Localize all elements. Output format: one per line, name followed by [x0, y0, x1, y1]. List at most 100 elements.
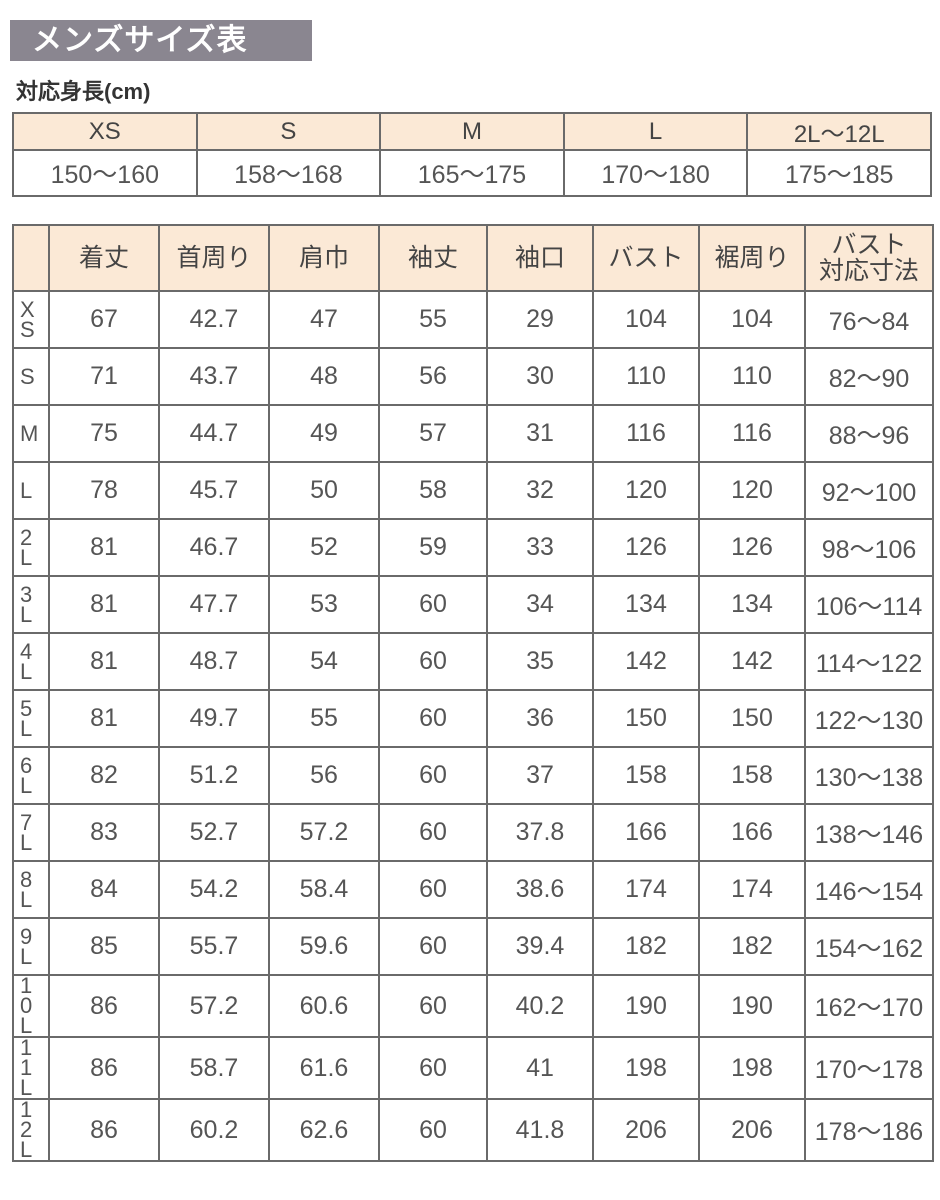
- table-cell: 81: [48, 632, 160, 691]
- table-cell: 198: [698, 1036, 806, 1100]
- height-range: 150〜160: [12, 149, 198, 197]
- table-cell: 52: [268, 518, 380, 577]
- table-cell: 104: [698, 290, 806, 349]
- table-row: 2L 81 46.7 52 59 33 126 126 98〜106: [12, 518, 934, 577]
- table-cell: 60: [378, 1036, 488, 1100]
- column-header: [12, 224, 50, 292]
- size-label-text: 12L: [20, 1097, 33, 1162]
- table-cell: 41: [486, 1036, 594, 1100]
- table-cell: 39.4: [486, 917, 594, 976]
- size-header: XS: [12, 112, 198, 151]
- size-label-text: 3L: [20, 581, 33, 627]
- table-cell: 104: [592, 290, 700, 349]
- table-cell: 174: [592, 860, 700, 919]
- size-label-text: 4L: [20, 638, 33, 684]
- table-cell: 50: [268, 461, 380, 520]
- table-cell: 178〜186: [804, 1098, 934, 1162]
- table-cell: 67: [48, 290, 160, 349]
- column-header: 袖丈: [378, 224, 488, 292]
- table-cell: 54: [268, 632, 380, 691]
- table-cell: 57.2: [158, 974, 270, 1038]
- row-size-label: L: [12, 461, 50, 520]
- row-size-label: 4L: [12, 632, 50, 691]
- table-cell: 60: [378, 803, 488, 862]
- table-row: 4L 81 48.7 54 60 35 142 142 114〜122: [12, 632, 934, 691]
- table-cell: 54.2: [158, 860, 270, 919]
- table-cell: 166: [592, 803, 700, 862]
- table-cell: 92〜100: [804, 461, 934, 520]
- table-cell: 81: [48, 518, 160, 577]
- table-row: 5L 81 49.7 55 60 36 150 150 122〜130: [12, 689, 934, 748]
- table-cell: 126: [592, 518, 700, 577]
- height-range: 175〜185: [746, 149, 932, 197]
- height-table: XS S M L 2L〜12L 150〜160 158〜168 165〜175 170〜180…: [12, 112, 932, 197]
- table-cell: 62.6: [268, 1098, 380, 1162]
- table-cell: 78: [48, 461, 160, 520]
- table-cell: 37: [486, 746, 594, 805]
- table-cell: 146〜154: [804, 860, 934, 919]
- table-cell: 81: [48, 689, 160, 748]
- size-header: 2L〜12L: [746, 112, 932, 151]
- table-cell: 32: [486, 461, 594, 520]
- height-range: 165〜175: [379, 149, 565, 197]
- table-cell: 86: [48, 1036, 160, 1100]
- table-cell: 150: [592, 689, 700, 748]
- table-cell: 98〜106: [804, 518, 934, 577]
- table-cell: 134: [698, 575, 806, 634]
- table-cell: 88〜96: [804, 404, 934, 463]
- table-cell: 34: [486, 575, 594, 634]
- table-row: 10L 86 57.2 60.6 60 40.2 190 190 162〜170: [12, 973, 934, 1038]
- size-label-text: 2L: [20, 524, 33, 570]
- row-size-label: 10L: [12, 973, 50, 1038]
- table-cell: 59.6: [268, 917, 380, 976]
- height-table-header-row: XS S M L 2L〜12L: [12, 112, 932, 151]
- table-cell: 206: [592, 1098, 700, 1162]
- table-cell: 48: [268, 347, 380, 406]
- table-cell: 142: [698, 632, 806, 691]
- row-size-label: 2L: [12, 518, 50, 577]
- table-cell: 166: [698, 803, 806, 862]
- table-cell: 42.7: [158, 290, 270, 349]
- size-label-text: XS: [20, 296, 35, 342]
- table-cell: 120: [592, 461, 700, 520]
- column-header: 首周り: [158, 224, 270, 292]
- table-cell: 60: [378, 632, 488, 691]
- table-cell: 58: [378, 461, 488, 520]
- row-size-label: 6L: [12, 746, 50, 805]
- table-cell: 158: [592, 746, 700, 805]
- size-label-text: S: [20, 363, 35, 389]
- column-header: 肩巾: [268, 224, 380, 292]
- table-cell: 58.4: [268, 860, 380, 919]
- table-cell: 158: [698, 746, 806, 805]
- table-cell: 86: [48, 1098, 160, 1162]
- row-size-label: 5L: [12, 689, 50, 748]
- size-label-text: 10L: [20, 973, 33, 1038]
- table-cell: 142: [592, 632, 700, 691]
- table-cell: 37.8: [486, 803, 594, 862]
- table-cell: 51.2: [158, 746, 270, 805]
- table-cell: 84: [48, 860, 160, 919]
- table-row: L 78 45.7 50 58 32 120 120 92〜100: [12, 461, 934, 520]
- table-cell: 60: [378, 575, 488, 634]
- table-cell: 33: [486, 518, 594, 577]
- table-row: S 71 43.7 48 56 30 110 110 82〜90: [12, 347, 934, 406]
- row-size-label: 12L: [12, 1097, 50, 1162]
- table-cell: 59: [378, 518, 488, 577]
- table-row: 12L 86 60.2 62.6 60 41.8 206 206 178〜186: [12, 1097, 934, 1162]
- table-cell: 60: [378, 860, 488, 919]
- column-header: バスト: [592, 224, 700, 292]
- table-cell: 45.7: [158, 461, 270, 520]
- table-cell: 60.2: [158, 1098, 270, 1162]
- table-row: 8L 84 54.2 58.4 60 38.6 174 174 146〜154: [12, 860, 934, 919]
- size-header: M: [379, 112, 565, 151]
- table-row: 9L 85 55.7 59.6 60 39.4 182 182 154〜162: [12, 917, 934, 976]
- column-header: 袖口: [486, 224, 594, 292]
- size-label-text: M: [20, 420, 39, 446]
- table-row: M 75 44.7 49 57 31 116 116 88〜96: [12, 404, 934, 463]
- table-cell: 150: [698, 689, 806, 748]
- table-cell: 60: [378, 917, 488, 976]
- size-label-text: 8L: [20, 866, 33, 912]
- table-cell: 55: [378, 290, 488, 349]
- table-cell: 82: [48, 746, 160, 805]
- table-cell: 116: [698, 404, 806, 463]
